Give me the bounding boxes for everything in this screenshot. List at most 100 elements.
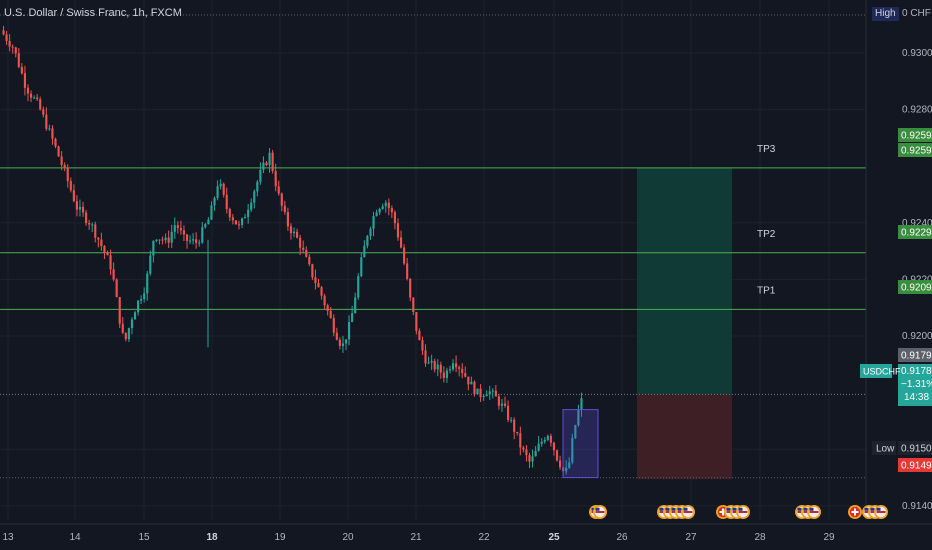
date-tick-label: 26 — [616, 532, 628, 543]
candle-body — [507, 405, 510, 420]
candle-body — [130, 319, 134, 329]
candle-body — [308, 256, 311, 265]
date-tick-label: 25 — [548, 532, 560, 543]
candle-body — [335, 332, 338, 340]
candle-body — [311, 264, 314, 278]
price-badge-tp2: 0.92294 — [901, 228, 932, 239]
candle-body — [510, 419, 513, 421]
candle-body — [265, 162, 268, 166]
session-range-box — [562, 409, 599, 479]
candle-body — [296, 231, 299, 238]
candle-body — [216, 186, 219, 198]
price-badge-stop-bg — [898, 458, 932, 472]
candle-body — [262, 162, 265, 170]
candle-body — [363, 245, 366, 258]
candle-body — [574, 425, 577, 439]
candle-body — [549, 435, 552, 443]
candle-body — [164, 237, 167, 241]
candle-body — [121, 323, 124, 333]
candle-body — [259, 169, 262, 182]
candle-body — [158, 239, 161, 241]
candle-body — [326, 305, 329, 311]
candle-body — [146, 273, 149, 294]
trade-zones — [637, 167, 732, 480]
candle-body — [491, 390, 494, 392]
candle-body — [20, 67, 23, 74]
candle-body — [409, 278, 412, 298]
flag-stripe-icon — [738, 511, 748, 513]
candle-body — [396, 223, 400, 238]
candle-body — [415, 312, 418, 331]
candle-body — [167, 237, 170, 243]
candle-body — [188, 240, 192, 242]
candle-body — [292, 231, 296, 234]
price-badge-tp1-bg — [898, 280, 932, 294]
candle-body — [351, 313, 354, 323]
candle-body — [11, 46, 14, 48]
price-badge-tp3: 0.92594 — [901, 146, 932, 157]
flag-stripe-icon — [595, 511, 605, 513]
candle-body — [161, 239, 164, 241]
candle-body — [546, 435, 549, 440]
candle-body — [198, 242, 201, 244]
candle-body — [528, 455, 531, 462]
candle-body — [133, 312, 137, 320]
candle-body — [329, 310, 332, 319]
candle-body — [412, 297, 415, 313]
candle-body — [470, 381, 473, 385]
candle-body — [455, 363, 458, 368]
candle-body — [403, 247, 406, 264]
candle-body — [565, 467, 568, 472]
flag-canton-icon — [803, 507, 808, 511]
candle-body — [479, 388, 482, 398]
date-tick-label: 19 — [274, 532, 286, 543]
candle-body — [302, 247, 305, 250]
flag-canton-icon — [732, 507, 737, 511]
candle-body — [341, 343, 345, 346]
flag-canton-icon — [595, 507, 600, 511]
current-price-change: −1.31% — [901, 379, 932, 390]
candle-body — [100, 239, 103, 247]
candle-body — [332, 318, 335, 333]
candle-body — [323, 295, 326, 306]
candle-body — [485, 394, 488, 397]
candle-body — [277, 186, 280, 194]
flag-canton-icon — [659, 507, 664, 511]
candle-body — [344, 339, 348, 344]
currency-label[interactable]: 0 CHF 5 — [902, 8, 932, 19]
candle-body — [424, 350, 427, 364]
candle-body — [2, 30, 5, 35]
candle-body — [42, 109, 45, 115]
candle-body — [33, 97, 36, 99]
date-tick-label: 14 — [69, 532, 81, 543]
flag-canton-icon — [665, 507, 670, 511]
candle-body — [384, 202, 387, 207]
candle-body — [51, 128, 54, 139]
date-tick-label: 28 — [754, 532, 766, 543]
date-tick-label: 18 — [206, 532, 218, 543]
flag-canton-icon — [671, 507, 676, 511]
high-label: High — [872, 7, 899, 21]
candle-body — [8, 40, 11, 47]
candle-body — [421, 340, 424, 351]
flag-canton-icon — [677, 507, 682, 511]
candle-body — [85, 212, 88, 223]
candle-body — [234, 220, 237, 225]
candle-body — [195, 239, 198, 243]
candle-body — [555, 450, 559, 461]
candle-body — [170, 231, 173, 243]
candle-body — [299, 237, 302, 248]
candle-body — [552, 442, 556, 451]
flag-stripe-icon — [809, 511, 819, 513]
candle-body — [207, 219, 210, 225]
candle-body — [467, 376, 470, 385]
candle-body — [140, 299, 143, 301]
candle-body — [72, 190, 75, 202]
price-badge-stop: 0.91494 — [901, 461, 932, 472]
